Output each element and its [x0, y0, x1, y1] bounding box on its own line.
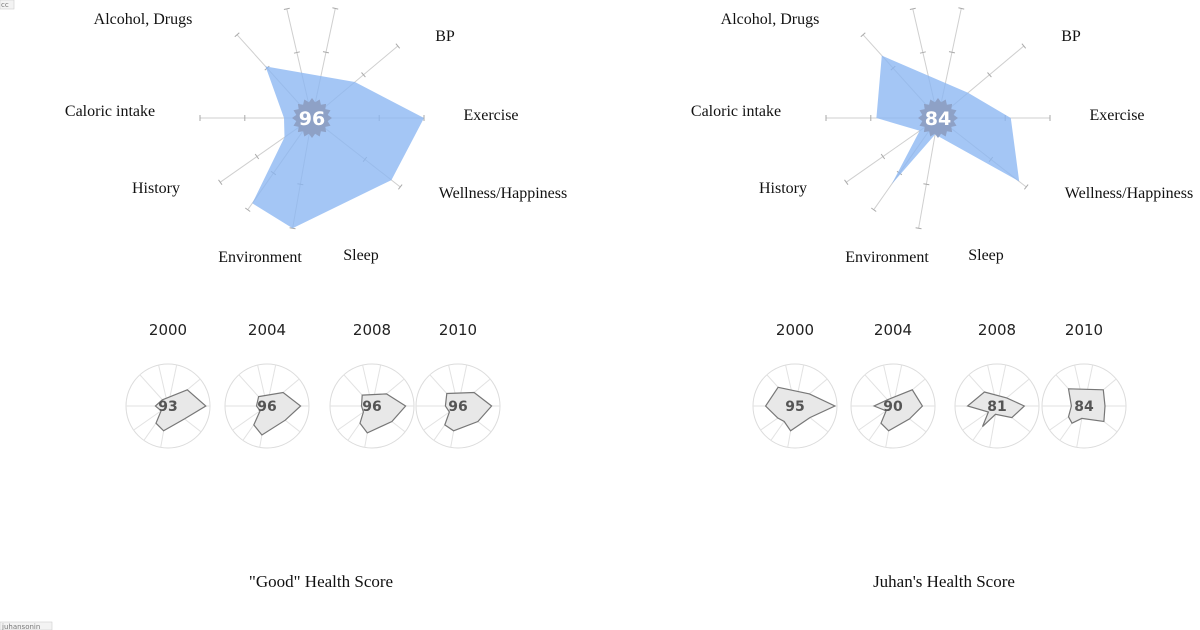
mini-score: 96 — [257, 399, 276, 415]
axis-label-environment: Environment — [845, 249, 929, 266]
axis-label-sleep: Sleep — [968, 247, 1004, 264]
axis-label-wellness-happiness: Wellness/Happiness — [439, 185, 567, 202]
mini-score: 96 — [448, 399, 467, 415]
mini-radar-area — [872, 389, 924, 432]
axis-label-alcohol-drugs: Alcohol, Drugs — [94, 11, 193, 28]
panel-good-health: Alcohol, Drugs BP Exercise Wellness/Happine… — [65, 7, 567, 449]
credit-text: juhansonin — [1, 623, 40, 630]
axis-label-caloric-intake: Caloric intake — [691, 103, 781, 120]
history-year-label: 2010 — [1065, 321, 1103, 339]
mini-radar-area — [253, 391, 302, 436]
radar-tick — [395, 43, 401, 49]
radar-area — [252, 66, 424, 229]
radar-tick — [283, 7, 290, 10]
radar-spoke — [918, 117, 939, 229]
radar-tick — [880, 153, 886, 160]
radar-tick — [245, 207, 251, 212]
radar-tick — [919, 51, 926, 54]
history-year-label: 2010 — [439, 321, 477, 339]
license-badge — [0, 0, 15, 10]
history-year-label: 2000 — [776, 321, 814, 339]
mini-score: 90 — [883, 399, 903, 415]
score-badge-icon — [292, 98, 332, 138]
axis-label-caloric-intake: Caloric intake — [65, 103, 155, 120]
axis-label-bp: BP — [1061, 28, 1081, 45]
radar-tick — [289, 227, 296, 230]
axis-label-alcohol-drugs: Alcohol, Drugs — [721, 11, 820, 28]
license-badge-text: cc — [1, 1, 9, 9]
score-badge-icon — [918, 98, 958, 138]
mini-score: 81 — [987, 399, 1006, 415]
radar-tick — [948, 51, 956, 54]
radar-tick — [361, 72, 366, 78]
history-year-label: 2000 — [149, 321, 187, 339]
radar-tick — [332, 7, 339, 10]
mini-radar-area — [444, 391, 493, 432]
radar-tick — [1021, 43, 1027, 49]
axis-label-exercise: Exercise — [1089, 107, 1144, 124]
radar-tick — [871, 207, 877, 212]
history-year-label: 2008 — [353, 321, 391, 339]
axis-label-wellness-happiness: Wellness/Happiness — [1065, 185, 1193, 202]
mini-score: 95 — [785, 399, 804, 415]
radar-tick — [234, 32, 240, 38]
history-year-label: 2004 — [248, 321, 286, 339]
mini-score: 93 — [158, 399, 177, 415]
radar-tick — [254, 153, 260, 160]
center-score: 96 — [299, 108, 325, 130]
radar-tick — [293, 51, 300, 54]
axis-label-history: History — [759, 180, 807, 197]
panel-title-good: "Good" Health Score — [249, 572, 393, 591]
history-year-label: 2004 — [874, 321, 912, 339]
radar-tick — [860, 32, 866, 38]
center-score: 84 — [925, 108, 951, 130]
radar-tick — [958, 7, 965, 10]
panel-title-juhan: Juhan's Health Score — [873, 572, 1015, 591]
radar-tick — [218, 179, 223, 185]
panel-juhan-health: Alcohol, Drugs BP Exercise Wellness/Happine… — [691, 7, 1193, 449]
axis-label-sleep: Sleep — [343, 247, 379, 264]
history-year-label: 2008 — [978, 321, 1016, 339]
radar-tick — [398, 184, 403, 190]
mini-radar-area — [764, 386, 837, 432]
radar-tick — [923, 183, 930, 186]
mini-radar-area — [359, 393, 407, 434]
radar-tick — [915, 227, 922, 230]
radar-tick — [987, 72, 992, 78]
radar-tick — [909, 7, 916, 10]
radar-tick — [322, 51, 330, 54]
mini-radar-area — [966, 391, 1026, 428]
radar-tick — [844, 179, 849, 185]
mini-radar-area — [154, 389, 207, 432]
axis-label-bp: BP — [435, 28, 455, 45]
axis-label-exercise: Exercise — [463, 107, 518, 124]
mini-score: 96 — [362, 399, 381, 415]
mini-radar-area — [1067, 388, 1106, 424]
radar-tick — [1024, 184, 1029, 190]
credit-badge — [0, 621, 53, 630]
axis-label-history: History — [132, 180, 180, 197]
mini-score: 84 — [1074, 399, 1094, 415]
axis-label-environment: Environment — [218, 249, 302, 266]
